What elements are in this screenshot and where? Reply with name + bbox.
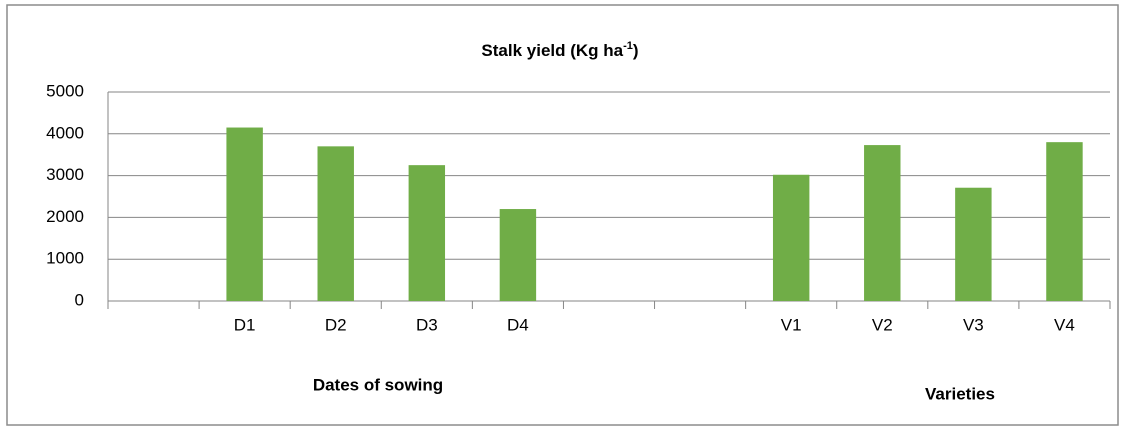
bar	[499, 209, 537, 301]
y-tick-label: 2000	[46, 207, 84, 226]
x-tick-label: D2	[325, 315, 347, 334]
x-tick-label: D4	[507, 315, 529, 334]
y-tick-label: 3000	[46, 165, 84, 184]
group-label: Varieties	[925, 384, 995, 403]
bar	[226, 127, 263, 301]
bar	[772, 174, 810, 301]
bar	[955, 187, 992, 301]
chart-title: Stalk yield (Kg ha-1)	[481, 40, 638, 61]
y-tick-label: 1000	[46, 249, 84, 268]
x-tick-label: D3	[416, 315, 438, 334]
x-tick-label: V2	[872, 315, 893, 334]
x-tick-label: V1	[781, 315, 802, 334]
x-tick-label: D1	[234, 315, 256, 334]
group-label: Dates of sowing	[313, 375, 443, 394]
x-tick-label: V4	[1054, 315, 1075, 334]
bar	[408, 165, 446, 301]
y-tick-label: 4000	[46, 123, 84, 142]
bar	[317, 146, 354, 301]
title-suffix: )	[633, 41, 639, 60]
chart-border	[6, 4, 1119, 426]
y-tick-label: 0	[75, 290, 84, 309]
y-tick-label: 5000	[46, 81, 84, 100]
title-main: Stalk yield (Kg ha	[481, 41, 623, 60]
bar	[1046, 142, 1083, 301]
title-superscript: -1	[623, 40, 633, 52]
x-tick-label: V3	[963, 315, 984, 334]
bar	[864, 145, 901, 301]
